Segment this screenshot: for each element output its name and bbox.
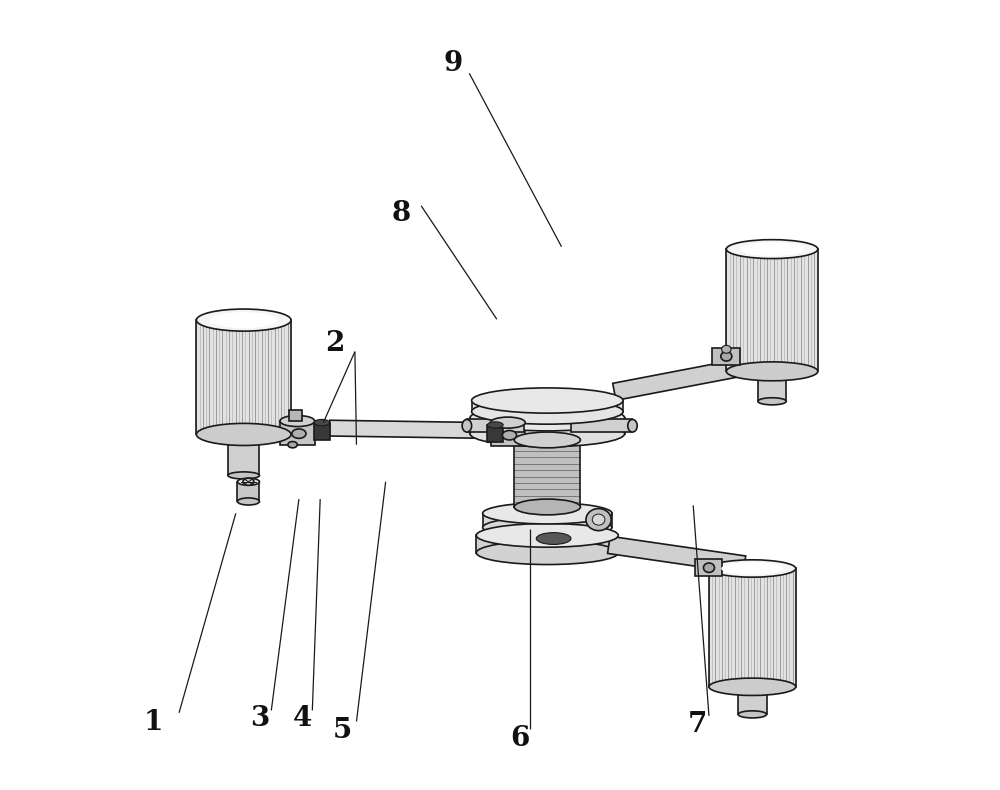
Text: 9: 9 (443, 51, 462, 77)
Ellipse shape (196, 423, 291, 446)
Ellipse shape (726, 239, 818, 258)
FancyBboxPatch shape (758, 371, 786, 401)
Ellipse shape (721, 562, 784, 575)
Text: 5: 5 (333, 717, 352, 743)
FancyBboxPatch shape (476, 536, 618, 553)
FancyBboxPatch shape (695, 559, 722, 577)
Ellipse shape (476, 541, 618, 565)
Polygon shape (571, 419, 632, 432)
Polygon shape (467, 419, 524, 432)
Ellipse shape (721, 352, 732, 361)
Ellipse shape (483, 502, 612, 524)
FancyBboxPatch shape (491, 423, 525, 446)
FancyBboxPatch shape (483, 514, 612, 528)
FancyBboxPatch shape (487, 425, 503, 442)
Ellipse shape (514, 499, 580, 515)
Ellipse shape (472, 399, 623, 424)
FancyBboxPatch shape (514, 440, 580, 507)
Ellipse shape (739, 243, 805, 256)
FancyBboxPatch shape (228, 435, 259, 476)
FancyBboxPatch shape (726, 249, 818, 371)
Ellipse shape (703, 563, 715, 573)
Ellipse shape (514, 432, 580, 448)
Ellipse shape (722, 345, 731, 353)
Ellipse shape (237, 478, 259, 485)
Ellipse shape (228, 431, 259, 438)
Ellipse shape (502, 431, 517, 440)
Ellipse shape (472, 388, 623, 413)
Ellipse shape (314, 419, 330, 426)
Ellipse shape (483, 517, 612, 538)
Ellipse shape (280, 416, 315, 427)
Ellipse shape (758, 397, 786, 404)
FancyBboxPatch shape (237, 482, 259, 502)
Ellipse shape (196, 309, 291, 331)
Text: 6: 6 (510, 724, 529, 751)
Ellipse shape (228, 472, 259, 479)
FancyBboxPatch shape (196, 320, 291, 435)
Ellipse shape (476, 524, 618, 547)
Ellipse shape (462, 419, 472, 432)
Ellipse shape (243, 478, 254, 485)
Polygon shape (608, 536, 746, 573)
Ellipse shape (592, 514, 605, 525)
Ellipse shape (292, 429, 306, 438)
FancyBboxPatch shape (712, 348, 740, 365)
FancyBboxPatch shape (709, 569, 796, 687)
FancyBboxPatch shape (470, 418, 625, 434)
Ellipse shape (726, 362, 818, 381)
Ellipse shape (237, 498, 259, 505)
Ellipse shape (628, 419, 637, 432)
Text: 8: 8 (392, 200, 411, 227)
FancyBboxPatch shape (280, 421, 315, 445)
Ellipse shape (586, 509, 611, 531)
Polygon shape (330, 420, 488, 438)
Text: 4: 4 (293, 705, 312, 732)
Polygon shape (613, 355, 764, 401)
Ellipse shape (491, 417, 525, 428)
Ellipse shape (210, 312, 278, 328)
Ellipse shape (487, 422, 503, 428)
Text: 1: 1 (143, 709, 163, 735)
Ellipse shape (738, 711, 767, 718)
Ellipse shape (709, 560, 796, 577)
Ellipse shape (709, 678, 796, 695)
Ellipse shape (288, 442, 297, 448)
Text: 7: 7 (687, 711, 707, 738)
FancyBboxPatch shape (314, 423, 330, 440)
Ellipse shape (536, 532, 571, 544)
Text: 2: 2 (325, 330, 344, 357)
FancyBboxPatch shape (738, 687, 767, 714)
Text: 3: 3 (250, 705, 269, 732)
FancyBboxPatch shape (472, 401, 623, 412)
Ellipse shape (470, 404, 625, 431)
Ellipse shape (758, 368, 786, 375)
Ellipse shape (738, 683, 767, 690)
FancyBboxPatch shape (289, 410, 302, 421)
Ellipse shape (470, 420, 625, 446)
